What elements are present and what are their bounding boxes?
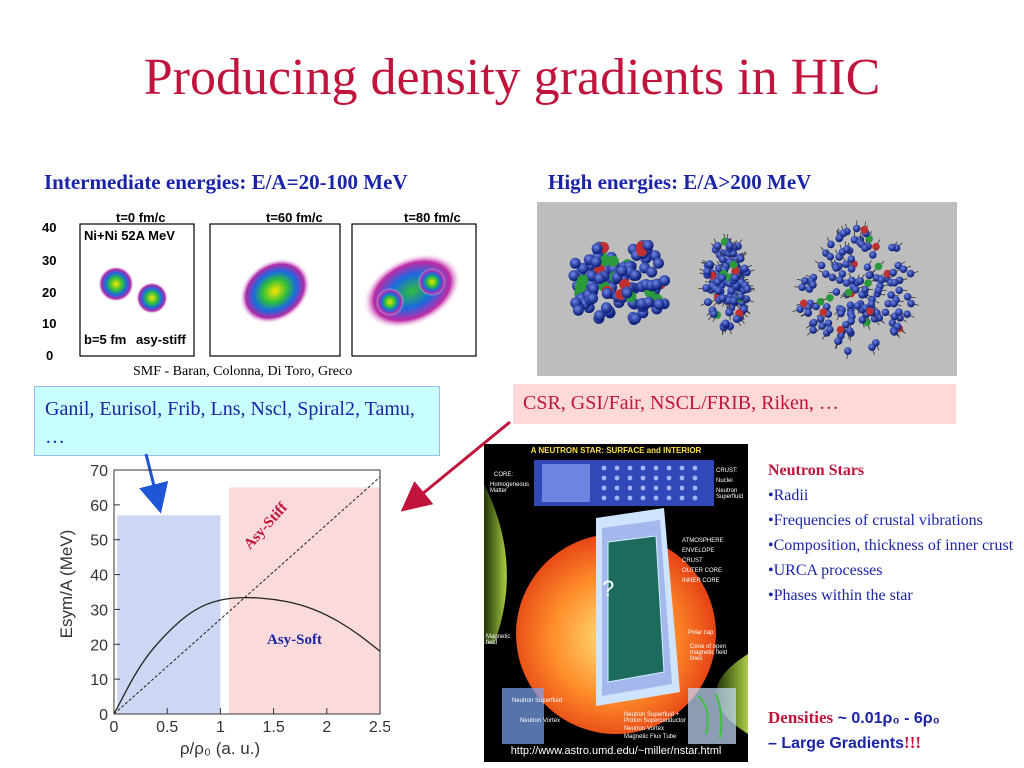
- y-tick-label: 0: [99, 707, 108, 724]
- atmosphere-label: ATMOSPHERE: [682, 538, 724, 544]
- flux-tube-label: Magnetic Flux Tube: [624, 734, 677, 740]
- x-tick-label: 1: [216, 719, 225, 736]
- figure-url: http://www.astro.umd.edu/~miller/nstar.h…: [510, 745, 722, 757]
- core-label: CORE:: [494, 472, 514, 478]
- neutron-star-figure: A NEUTRON STAR: SURFACE and INTERIOR COR…: [484, 444, 748, 762]
- asy-soft-line: [113, 597, 381, 715]
- y-tick-label: 40: [90, 568, 108, 585]
- y-tick-label: 30: [90, 602, 108, 619]
- x-axis-label: ρ/ρ₀ (a. u.): [180, 739, 260, 758]
- y-axis-label: Esym/A (MeV): [60, 530, 76, 639]
- list-item: •Composition, thickness of inner crust: [768, 537, 1014, 554]
- inner-core-label: INNER CORE: [682, 578, 720, 584]
- list-item: •URCA processes: [768, 562, 883, 579]
- densities-range: ~ 0.01ρ₀ - 6ρ₀: [833, 710, 940, 727]
- snapshot-ytick: 0: [46, 348, 53, 363]
- plot-frame: [113, 469, 381, 715]
- polar-cap-label: Polar cap: [688, 630, 714, 636]
- list-item: •Frequencies of crustal vibrations: [768, 512, 983, 529]
- snapshot-ytick: 30: [42, 253, 56, 268]
- crust-label: CRUST:: [716, 468, 738, 474]
- x-tick-label: 1.5: [262, 719, 284, 736]
- x-tick-label: 2: [322, 719, 331, 736]
- neutron-stars-list: Neutron Stars •Radii •Frequencies of cru…: [768, 462, 1018, 611]
- high-energy-facilities-box: CSR, GSI/Fair, NSCL/FRIB, Riken, …: [513, 384, 956, 424]
- collision-snapshots: 40 30 20 10 0 t=0 fm/c Ni+Ni 52A MeV b=5…: [42, 210, 477, 363]
- large-gradients: – Large Gradients: [768, 735, 905, 752]
- crust-superfluid-label: Neutron Superfluid: [716, 488, 744, 500]
- densities-label: Densities: [768, 708, 834, 727]
- crust-layer-label: CRUST: [682, 558, 703, 564]
- density-region-2: [228, 487, 380, 714]
- high-energy-simulation-image: [537, 202, 957, 376]
- snapshot-time-2: t=60 fm/c: [266, 210, 323, 225]
- outer-core-label: OUTER CORE: [682, 568, 723, 574]
- vortex-superfluid-label: Neutron Superfluid: [512, 698, 563, 704]
- envelope-label: ENVELOPE: [682, 548, 715, 554]
- snapshot-impact: b=5 fm: [84, 332, 126, 347]
- intermediate-facilities-box: Ganil, Eurisol, Frib, Lns, Nscl, Spiral2…: [34, 386, 440, 456]
- neutron-star-title: A NEUTRON STAR: SURFACE and INTERIOR: [530, 446, 702, 455]
- y-tick-label: 50: [90, 533, 108, 550]
- neutron-vortex-label: Neutron Vortex: [520, 718, 561, 724]
- neutron-vortex-label-2: Neutron Vortex: [624, 726, 665, 732]
- density-region-1: [117, 515, 221, 714]
- x-tick-label: 2.5: [369, 719, 390, 736]
- high-energies-header: High energies: E/A>200 MeV: [548, 170, 812, 194]
- slide-title: Producing density gradients in HIC: [143, 49, 881, 106]
- neutron-stars-heading: Neutron Stars: [768, 462, 865, 479]
- cone-label: Cone of open magnetic field lines: [690, 644, 728, 662]
- list-item: •Phases within the star: [768, 587, 913, 604]
- superconductor-label: Neutron Superfluid + Proton Superconduct…: [624, 712, 686, 724]
- question-mark: ?: [602, 576, 615, 601]
- intermediate-energies-header: Intermediate energies: E/A=20-100 MeV: [44, 170, 408, 194]
- exclamation: !!!: [904, 733, 922, 752]
- snapshot-system: Ni+Ni 52A MeV: [84, 228, 175, 243]
- nuclei-approaching: [568, 239, 671, 325]
- nuclei-label: Nuclei: [716, 478, 733, 484]
- snapshot-time-3: t=80 fm/c: [404, 210, 461, 225]
- x-tick-label: 0: [110, 719, 119, 736]
- asy-stiff-line: [113, 476, 381, 715]
- simulation-credit: SMF - Baran, Colonna, Di Toro, Greco: [133, 364, 353, 379]
- nuclei-compressed: [698, 233, 756, 336]
- snapshot-ytick: 10: [42, 316, 56, 331]
- x-tick-label: 0.5: [156, 719, 178, 736]
- homogeneous-label: Homogeneous Matter: [490, 482, 530, 494]
- y-tick-label: 10: [90, 672, 108, 689]
- snapshot-time-1: t=0 fm/c: [116, 210, 166, 225]
- snapshot-ytick: 40: [42, 220, 56, 235]
- nuclei-expanding: [792, 220, 919, 360]
- y-tick-label: 60: [90, 498, 108, 515]
- magnetic-field-label: Magnetic field: [486, 634, 511, 646]
- densities-note: Densities ~ 0.01ρ₀ - 6ρ₀ – Large Gradien…: [768, 706, 1018, 756]
- y-tick-label: 70: [90, 463, 108, 480]
- asy-soft-label: Asy-Soft: [267, 632, 322, 648]
- snapshot-ytick: 20: [42, 285, 56, 300]
- list-item: •Radii: [768, 487, 809, 504]
- snapshot-eos: asy-stiff: [136, 332, 187, 347]
- y-tick-label: 20: [90, 637, 108, 654]
